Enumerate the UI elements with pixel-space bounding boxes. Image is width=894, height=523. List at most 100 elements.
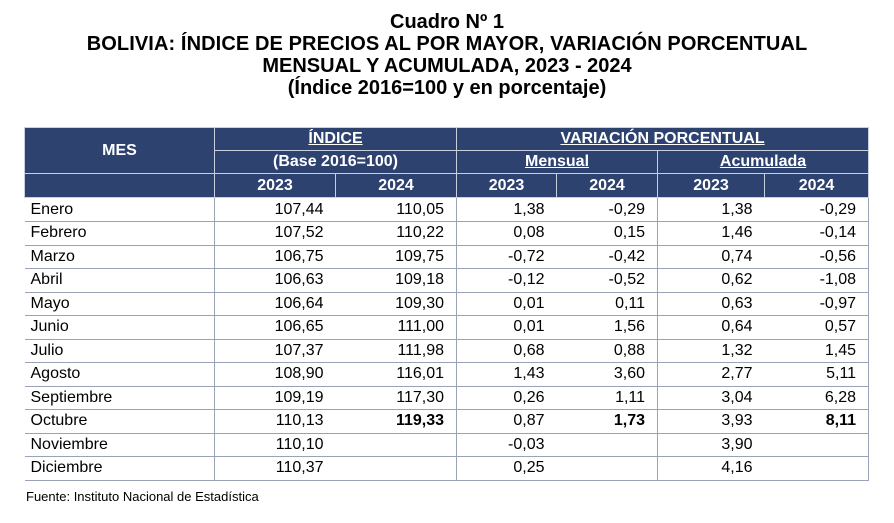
header-acumulada: Acumulada [657,150,870,174]
header-mensual: Mensual [456,150,659,174]
value-cell: 1,73 [556,409,658,434]
value-cell: 107,52 [214,221,336,246]
table-row: Agosto 108,90 116,01 1,43 3,60 2,77 5,11 [24,362,870,387]
value-cell: 110,37 [214,456,336,481]
value-cell: 1,11 [556,386,658,410]
value-cell: 0,64 [657,315,765,340]
value-cell [764,433,870,457]
value-cell: 1,32 [657,339,765,363]
value-cell: 106,65 [214,315,336,340]
value-cell: 6,28 [764,386,870,410]
value-cell: -1,08 [764,268,870,293]
value-cell: -0,72 [456,245,557,269]
month-cell: Abril [24,268,215,293]
value-cell: 5,11 [764,362,870,387]
header-variacion: VARIACIÓN PORCENTUAL [456,127,870,151]
value-cell: 0,25 [456,456,557,481]
header-mes: MES [24,127,215,174]
value-cell: 108,90 [214,362,336,387]
value-cell: 3,93 [657,409,765,434]
price-index-table: MES ÍNDICE VARIACIÓN PORCENTUAL (Base 20… [24,127,870,481]
value-cell: 109,30 [335,292,457,316]
value-cell: 0,57 [764,315,870,340]
value-cell: 1,45 [764,339,870,363]
month-cell: Enero [24,197,215,222]
table-row: Noviembre 110,10 -0,03 3,90 [24,433,870,457]
value-cell [556,433,658,457]
value-cell: 0,63 [657,292,765,316]
month-cell: Junio [24,315,215,340]
value-cell: 110,22 [335,221,457,246]
table-row: Julio 107,37 111,98 0,68 0,88 1,32 1,45 [24,339,870,363]
value-cell: 1,38 [456,197,557,222]
value-cell: 0,11 [556,292,658,316]
value-cell: 0,01 [456,315,557,340]
value-cell: -0,14 [764,221,870,246]
value-cell: -0,03 [456,433,557,457]
value-cell: 106,75 [214,245,336,269]
month-cell: Septiembre [24,386,215,410]
value-cell: 116,01 [335,362,457,387]
value-cell: 0,88 [556,339,658,363]
value-cell: 111,98 [335,339,457,363]
month-cell: Noviembre [24,433,215,457]
month-cell: Diciembre [24,456,215,481]
month-cell: Mayo [24,292,215,316]
value-cell: 0,68 [456,339,557,363]
table-row: Febrero 107,52 110,22 0,08 0,15 1,46 -0,14 [24,221,870,246]
header-year: 2023 [456,173,558,198]
value-cell: -0,52 [556,268,658,293]
value-cell: 3,90 [657,433,765,457]
table-number: Cuadro Nº 1 [390,11,504,33]
month-cell: Octubre [24,409,215,434]
value-cell: -0,29 [764,197,870,222]
table-title: BOLIVIA: ÍNDICE DE PRECIOS AL POR MAYOR,… [86,33,808,55]
value-cell: 0,87 [456,409,557,434]
value-cell: -0,12 [456,268,557,293]
value-cell: 8,11 [764,409,870,434]
table-title-block: Cuadro Nº 1 BOLIVIA: ÍNDICE DE PRECIOS A… [0,11,894,99]
value-cell: 1,46 [657,221,765,246]
month-cell: Marzo [24,245,215,269]
value-cell: 0,74 [657,245,765,269]
value-cell: 1,56 [556,315,658,340]
value-cell: -0,42 [556,245,658,269]
month-cell: Febrero [24,221,215,246]
source-note: Fuente: Instituto Nacional de Estadístic… [26,489,259,504]
value-cell: 0,15 [556,221,658,246]
table-row: Enero 107,44 110,05 1,38 -0,29 1,38 -0,29 [24,197,870,222]
value-cell: 109,18 [335,268,457,293]
value-cell: 117,30 [335,386,457,410]
value-cell: 1,38 [657,197,765,222]
table-row: Mayo 106,64 109,30 0,01 0,11 0,63 -0,97 [24,292,870,316]
value-cell: -0,29 [556,197,658,222]
value-cell [335,456,457,481]
value-cell: 3,60 [556,362,658,387]
month-cell: Agosto [24,362,215,387]
month-cell: Julio [24,339,215,363]
value-cell: 109,75 [335,245,457,269]
header-empty [24,173,215,198]
value-cell [764,456,870,481]
value-cell: 119,33 [335,409,457,434]
header-year: 2024 [764,173,870,198]
value-cell: 111,00 [335,315,457,340]
table-row: Marzo 106,75 109,75 -0,72 -0,42 0,74 -0,56 [24,245,870,269]
table-title-continued: MENSUAL Y ACUMULADA, 2023 - 2024 [262,55,632,77]
header-base: (Base 2016=100) [213,150,458,174]
header-year: 2024 [556,173,659,198]
value-cell: -0,56 [764,245,870,269]
header-year: 2024 [334,173,458,198]
value-cell: 0,62 [657,268,765,293]
table-row: Diciembre 110,37 0,25 4,16 [24,456,870,481]
value-cell: 110,10 [214,433,336,457]
value-cell: 110,05 [335,197,457,222]
table-row: Octubre 110,13 119,33 0,87 1,73 3,93 8,11 [24,409,870,434]
value-cell: 106,64 [214,292,336,316]
value-cell: 110,13 [214,409,336,434]
value-cell: 0,01 [456,292,557,316]
table-row: Junio 106,65 111,00 0,01 1,56 0,64 0,57 [24,315,870,340]
value-cell: 109,19 [214,386,336,410]
value-cell [335,433,457,457]
value-cell: 106,63 [214,268,336,293]
